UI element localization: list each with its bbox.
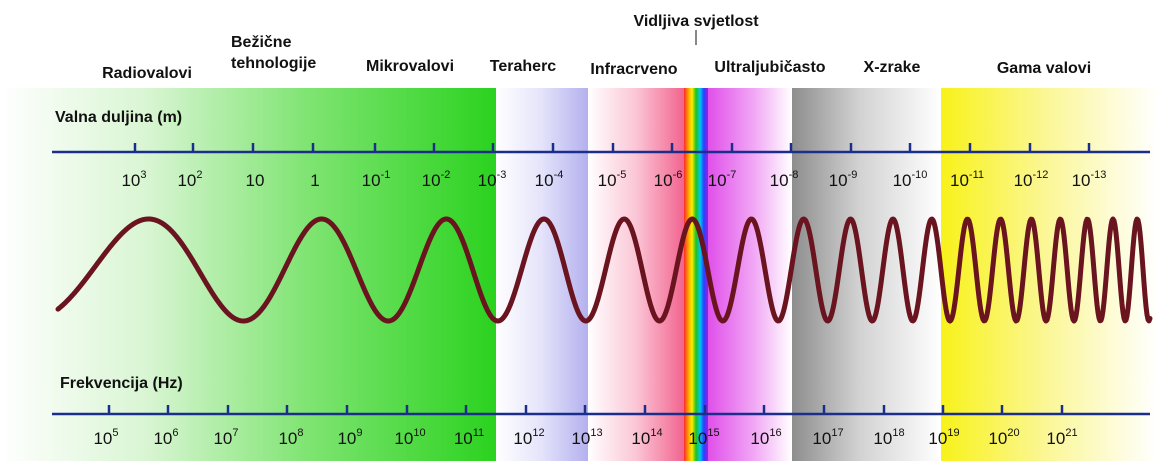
band-label-microwave: Mikrovalovi (366, 58, 454, 75)
band-label-gamma: Gama valovi (997, 60, 1091, 77)
band-label-terahertz-line: Teraherc (490, 58, 557, 75)
frequency-axis-tick-label: 1012 (513, 427, 544, 448)
band-label-gamma-line: Gama valovi (997, 60, 1091, 77)
radio-band-background (0, 88, 496, 461)
frequency-axis-tick-label: 1016 (750, 427, 781, 448)
band-label-terahertz: Teraherc (490, 58, 557, 75)
band-backgrounds (0, 88, 1158, 461)
wavelength-axis-tick-label: 10-1 (362, 169, 391, 190)
frequency-axis-tick-label: 1011 (454, 427, 484, 448)
wavelength-axis-tick-label: 10-11 (950, 169, 984, 190)
uv-band-background (708, 88, 792, 461)
frequency-axis-ticks: 105 106 107 108 109 1010 1011 1012 1013 1014 1015 1… (93, 405, 1078, 448)
frequency-axis-tick-label: 109 (337, 427, 362, 448)
visible-light-band (684, 88, 708, 461)
band-label-wireless-line2: tehnologije (231, 55, 316, 72)
wavelength-axis-tick-label: 10-10 (893, 169, 928, 190)
band-label-wireless-line1: Bežične (231, 34, 292, 51)
frequency-axis-tick-label: 108 (278, 427, 303, 448)
frequency-axis-tick-label: 107 (213, 427, 238, 448)
wavelength-axis-ticks: 103 102 10 1 10-1 10-2 10-3 10-4 10-5 10-6 10-7 10-… (121, 143, 1106, 190)
band-label-uv: Ultraljubičasto (714, 59, 825, 76)
frequency-axis-tick-label: 1018 (873, 427, 904, 448)
wavelength-axis-tick-label: 1 (310, 171, 319, 190)
frequency-axis-tick-label: 1013 (571, 427, 602, 448)
wavelength-axis-tick-label: 10-4 (535, 169, 564, 190)
em-wave (55, 216, 1153, 324)
frequency-axis-tick-label: 1019 (928, 427, 959, 448)
wavelength-axis-tick-label: 10-8 (770, 169, 799, 190)
band-label-xray: X-zrake (864, 59, 921, 76)
frequency-axis-tick-label: 1017 (812, 427, 843, 448)
wavelength-axis-tick-label: 10-12 (1014, 169, 1049, 190)
visible-light-label: Vidljiva svjetlost (633, 13, 759, 30)
band-label-infrared-line: Infracrveno (590, 61, 677, 78)
wavelength-axis-tick-label: 10-2 (422, 169, 451, 190)
frequency-axis-tick-label: 1010 (394, 427, 425, 448)
band-labels: Radiovalovi Bežične tehnologije Mikroval… (102, 34, 1091, 82)
band-label-wireless: Bežične tehnologije (231, 34, 316, 72)
band-label-radio: Radiovalovi (102, 65, 192, 82)
band-label-microwave-line: Mikrovalovi (366, 58, 454, 75)
band-label-infrared: Infracrveno (590, 61, 677, 78)
wavelength-axis-tick-label: 10-9 (829, 169, 858, 190)
frequency-axis-tick-label: 106 (153, 427, 178, 448)
wavelength-axis-tick-label: 10-3 (478, 169, 507, 190)
wavelength-axis-tick-label: 10-6 (654, 169, 683, 190)
wavelength-axis-tick-label: 10-7 (708, 169, 737, 190)
frequency-axis-tick-label: 1014 (631, 427, 662, 448)
frequency-axis-tick-label: 1020 (988, 427, 1019, 448)
wavelength-axis-tick-label: 102 (177, 169, 202, 190)
frequency-axis-tick-label: 1021 (1046, 427, 1077, 448)
frequency-axis-tick-label: 105 (93, 427, 118, 448)
wavelength-axis-tick-label: 103 (121, 169, 146, 190)
frequency-axis-tick-label: 1015 (688, 427, 719, 448)
band-label-radio-line: Radiovalovi (102, 65, 192, 82)
wavelength-axis-tick-label: 10-13 (1072, 169, 1107, 190)
gamma-band-background (941, 88, 1158, 461)
wavelength-axis-tick-label: 10-5 (598, 169, 627, 190)
wavelength-axis-title: Valna duljina (m) (55, 109, 182, 126)
wavelength-axis-tick-label: 10 (246, 171, 265, 190)
band-label-xray-line: X-zrake (864, 59, 921, 76)
frequency-axis-title: Frekvencija (Hz) (60, 375, 183, 392)
terahertz-band-background (496, 88, 588, 461)
band-label-uv-line: Ultraljubičasto (714, 59, 825, 76)
